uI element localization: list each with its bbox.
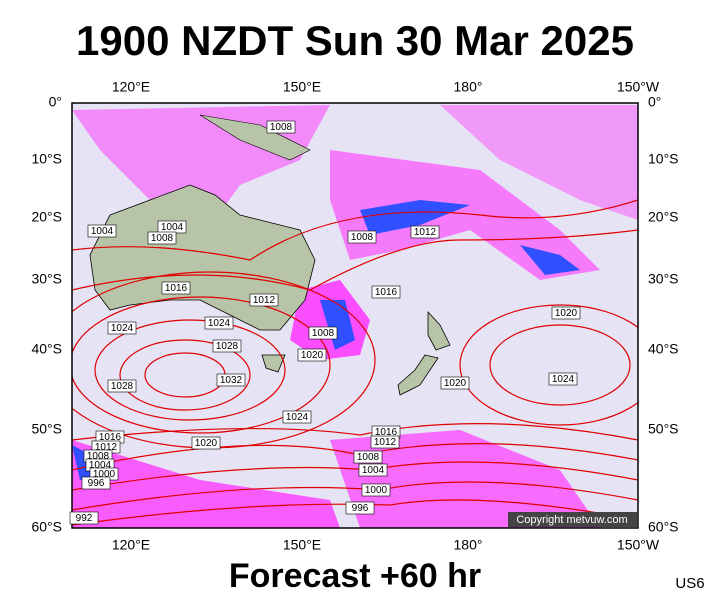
- isobar-label: 1028: [216, 341, 239, 352]
- isobar-label: 1004: [89, 460, 112, 471]
- isobar-label-box: [353, 450, 383, 464]
- title: 1900 NZDT Sun 30 Mar 2025: [76, 17, 634, 64]
- isobar-label-box: [345, 501, 375, 515]
- lon-label-top: 180°: [454, 79, 483, 95]
- isobar-label-box: [297, 348, 327, 362]
- forecast-label: Forecast +60 hr: [229, 557, 481, 595]
- new-zealand: [397, 310, 451, 396]
- isobar-label: 1008: [151, 233, 174, 244]
- isobar-label: 1020: [555, 308, 578, 319]
- isobar-label: 1000: [93, 469, 116, 480]
- lat-label-left: 30°S: [31, 271, 62, 287]
- lat-label-right: 20°S: [648, 209, 679, 225]
- isobar-label-box: [107, 379, 137, 393]
- precipitation: [72, 105, 638, 528]
- isobar-label: 1008: [312, 328, 335, 339]
- isobar-label-box: [249, 293, 279, 307]
- isobar-label-box: [204, 316, 234, 330]
- lon-label-bottom: 150°E: [283, 537, 321, 553]
- isobar-label: 992: [76, 513, 93, 524]
- isobar-label-box: [191, 436, 221, 450]
- isobar-label-box: [358, 463, 388, 477]
- isobar-label: 1020: [195, 438, 218, 449]
- isobar-label-box: [147, 231, 177, 245]
- lon-label-bottom: 150°W: [617, 537, 660, 553]
- map-labels: 120°E120°E150°E150°E180°180°150°W150°W0°…: [31, 79, 678, 553]
- isobar-label: 1004: [362, 465, 385, 476]
- isobar-label-box: [266, 120, 296, 134]
- map-frame: [71, 102, 639, 529]
- lat-label-left: 50°S: [31, 421, 62, 437]
- lat-label-right: 0°: [648, 94, 661, 110]
- isobar-label: 1020: [301, 350, 324, 361]
- map-code: US6: [675, 575, 704, 592]
- isobar-label-box: [282, 410, 312, 424]
- lon-label-top: 150°E: [283, 79, 321, 95]
- isobar-label: 1008: [357, 452, 380, 463]
- isobar-label: 1016: [375, 287, 398, 298]
- lat-label-right: 30°S: [648, 271, 679, 287]
- isobar-label: 1028: [111, 381, 134, 392]
- copyright: Copyright metvuw.com: [516, 514, 627, 526]
- isobar-label-box: [212, 339, 242, 353]
- tasmania: [261, 354, 286, 373]
- isobar-label-box: [370, 435, 400, 449]
- isobar-label-box: [216, 373, 246, 387]
- isobar-label: 1016: [375, 427, 398, 438]
- isobar-label: 1008: [87, 451, 110, 462]
- lat-label-left: 10°S: [31, 151, 62, 167]
- isobar-label-box: [440, 376, 470, 390]
- lat-label-left: 20°S: [31, 209, 62, 225]
- isobar-label-box: [107, 321, 137, 335]
- lat-label-right: 60°S: [648, 519, 679, 535]
- isobar-label-box: [308, 326, 338, 340]
- isobar-label: 1012: [95, 442, 118, 453]
- isobar-label: 1012: [374, 437, 397, 448]
- isobar-label-box: [69, 511, 99, 525]
- isobar-label: 1008: [351, 232, 374, 243]
- isobar-label: 1024: [208, 318, 231, 329]
- isobar-label: 1024: [111, 323, 134, 334]
- isobar-label: 1004: [161, 222, 184, 233]
- new-guinea: [199, 114, 311, 161]
- copyright-box: [508, 512, 637, 527]
- isobar-label: 1020: [444, 378, 467, 389]
- lon-label-bottom: 180°: [454, 537, 483, 553]
- lon-label-top: 120°E: [112, 79, 150, 95]
- lon-label-bottom: 120°E: [112, 537, 150, 553]
- lon-label-top: 150°W: [617, 79, 660, 95]
- isobar-label-box: [81, 476, 111, 490]
- lat-label-right: 40°S: [648, 341, 679, 357]
- isobar-label-box: [361, 483, 391, 497]
- isobar-label-box: [347, 230, 377, 244]
- isobar-label: 1012: [414, 227, 437, 238]
- isobar-label-box: [161, 281, 191, 295]
- isobar-label: 1016: [99, 432, 122, 443]
- isobar-label: 1008: [270, 122, 293, 133]
- isobar-label: 1016: [165, 283, 188, 294]
- lat-label-left: 0°: [49, 94, 62, 110]
- lat-label-right: 50°S: [648, 421, 679, 437]
- isobar-label-box: [87, 224, 117, 238]
- isobar-label: 1024: [286, 412, 309, 423]
- isobar-label-box: [548, 372, 578, 386]
- isobar-label: 1032: [220, 375, 243, 386]
- isobar-label: 1024: [552, 374, 575, 385]
- isobar-label: 996: [88, 478, 105, 489]
- isobar-label-box: [551, 306, 581, 320]
- lat-label-left: 60°S: [31, 519, 62, 535]
- isobar-label-box: [410, 225, 440, 239]
- isobar-label-box: [371, 285, 401, 299]
- isobar-label: 1004: [91, 226, 114, 237]
- lat-label-left: 40°S: [31, 341, 62, 357]
- lat-label-right: 10°S: [648, 151, 679, 167]
- isobar-label: 996: [352, 503, 369, 514]
- isobar-label: 1012: [253, 295, 276, 306]
- isobar-label: 1000: [365, 485, 388, 496]
